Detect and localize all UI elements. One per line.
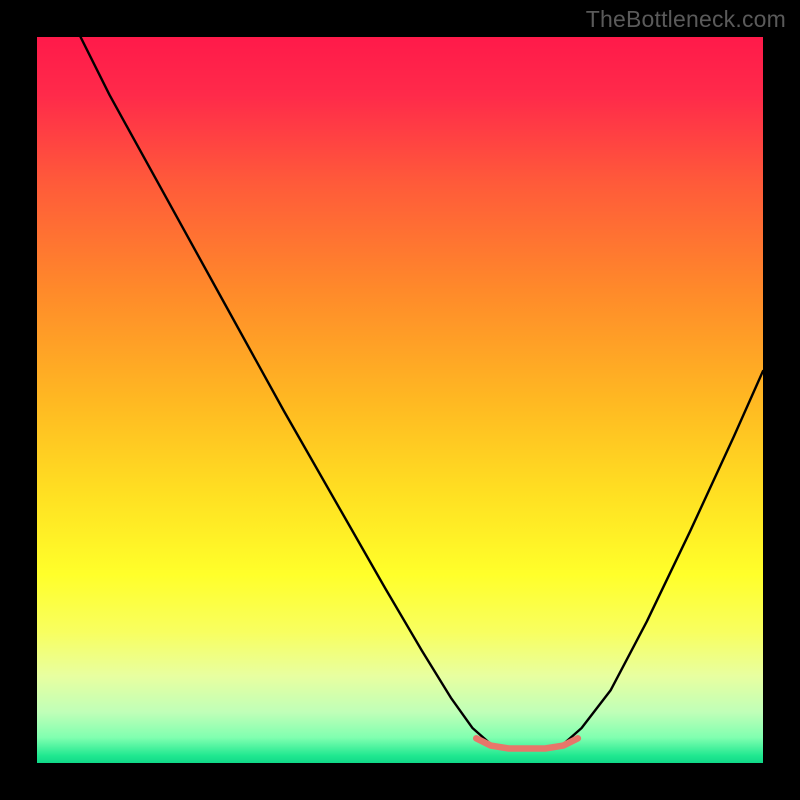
plot-area (37, 37, 763, 763)
gradient-background (37, 37, 763, 763)
bottleneck-chart (37, 37, 763, 763)
watermark-text: TheBottleneck.com (586, 6, 786, 33)
